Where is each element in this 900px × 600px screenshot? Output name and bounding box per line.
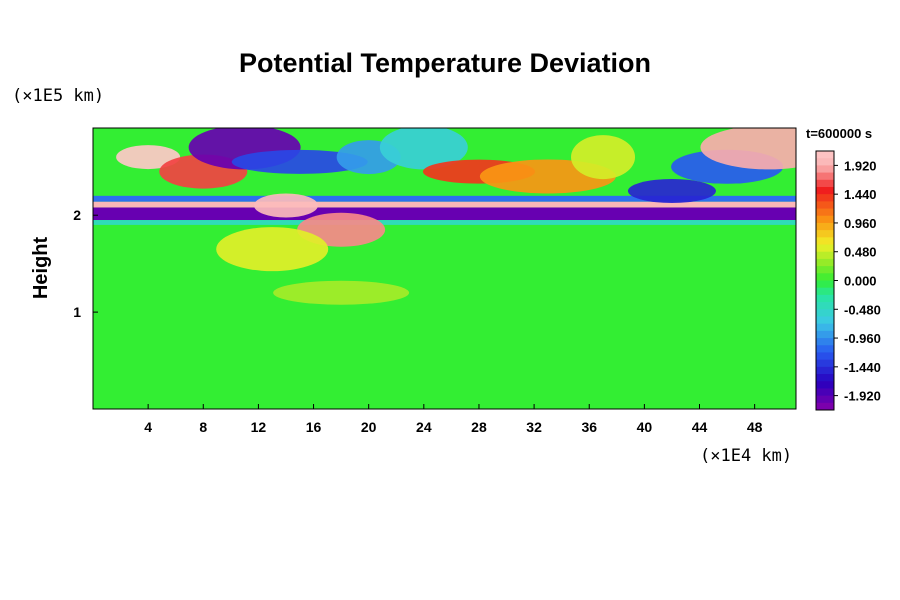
x-tick-label: 12	[251, 419, 267, 435]
y-tick-label: 2	[73, 207, 81, 223]
colorbar-block	[816, 345, 834, 353]
y-tick-label: 1	[73, 304, 81, 320]
colorbar-block	[816, 186, 834, 195]
heatmap-features	[116, 128, 796, 305]
x-tick-label: 24	[416, 419, 432, 435]
heatmap-feature	[273, 280, 410, 305]
band-blue	[93, 195, 796, 202]
colorbar-block	[816, 194, 834, 202]
colorbar-block	[816, 237, 834, 246]
band-cyan	[93, 220, 796, 225]
colorbar-block	[816, 316, 834, 325]
colorbar-block	[816, 402, 834, 411]
y-axis-unit: (×1E5 km)	[12, 86, 104, 106]
x-axis-ticks: 4 8 12 16 20 24 28 32 36 40 44 48	[144, 404, 763, 435]
x-tick-label: 36	[581, 419, 597, 435]
heatmap-feature	[571, 135, 636, 180]
colorbar-block	[816, 251, 834, 260]
heatmap-feature	[700, 128, 796, 170]
heatmap-feature	[379, 128, 468, 170]
colorbar-block	[816, 381, 834, 389]
colorbar-block	[816, 201, 834, 210]
colorbar-tick-label: 1.440	[844, 187, 877, 202]
plot-frame	[92, 127, 797, 410]
x-tick-label: 20	[361, 419, 377, 435]
colorbar-block	[816, 302, 834, 310]
colorbar-block	[816, 158, 834, 166]
x-tick-label: 44	[692, 419, 708, 435]
colorbar-tick-label: -1.440	[844, 360, 881, 375]
x-tick-label: 40	[637, 419, 653, 435]
heatmap-field	[93, 128, 796, 409]
colorbar-block	[816, 294, 834, 303]
x-tick-label: 4	[144, 419, 152, 435]
colorbar-block	[816, 266, 834, 274]
x-tick-label: 48	[747, 419, 763, 435]
colorbar-tick-label: -0.480	[844, 302, 881, 317]
colorbar-blocks	[816, 151, 834, 411]
x-tick-label: 28	[471, 419, 487, 435]
colorbar-block	[816, 273, 834, 281]
colorbar-block	[816, 330, 834, 339]
colorbar-block	[816, 352, 834, 361]
colorbar-block	[816, 165, 834, 174]
colorbar-block	[816, 258, 834, 267]
colorbar-block	[816, 366, 834, 375]
colorbar-block	[816, 374, 834, 382]
colorbar-block	[816, 244, 834, 253]
x-tick-label: 8	[199, 419, 207, 435]
colorbar-tick-label: 0.000	[844, 274, 877, 289]
time-label: t=600000 s	[806, 126, 872, 141]
colorbar-tick-label: -0.960	[844, 331, 881, 346]
colorbar-block	[816, 338, 834, 346]
heatmap-feature	[216, 227, 329, 272]
colorbar-block	[816, 222, 834, 231]
y-axis-ticks: 12	[73, 207, 98, 320]
colorbar-block	[816, 208, 834, 217]
colorbar-block	[816, 395, 834, 404]
x-tick-label: 32	[526, 419, 542, 435]
heatmap-feature	[627, 178, 716, 203]
colorbar-block	[816, 359, 834, 368]
colorbar-tick-label: 1.920	[844, 158, 877, 173]
chart-title: Potential Temperature Deviation	[239, 48, 651, 78]
y-axis-label: Height	[30, 237, 52, 300]
heatmap-feature	[116, 145, 181, 170]
colorbar-labels: 1.920 1.440 0.960 0.480 0.000 -0.480 -0.960 -1.…	[834, 158, 881, 404]
colorbar-block	[816, 179, 834, 188]
colorbar-block	[816, 172, 834, 181]
x-tick-label: 16	[306, 419, 322, 435]
colorbar-block	[816, 388, 834, 397]
colorbar-block	[816, 323, 834, 332]
colorbar-tick-label: -1.920	[844, 389, 881, 404]
colorbar-block	[816, 151, 834, 159]
heatmap-feature	[253, 193, 318, 218]
colorbar: 1.920 1.440 0.960 0.480 0.000 -0.480 -0.960 -1.…	[815, 150, 881, 411]
heatmap-feature	[231, 149, 368, 174]
band-pink	[93, 201, 796, 208]
colorbar-block	[816, 215, 834, 224]
band-low-purple	[93, 207, 796, 221]
colorbar-tick-label: 0.480	[844, 245, 877, 260]
colorbar-block	[816, 287, 834, 296]
colorbar-block	[816, 230, 834, 238]
colorbar-block	[816, 280, 834, 289]
x-axis-unit: (×1E4 km)	[700, 446, 792, 466]
colorbar-tick-label: 0.960	[844, 216, 877, 231]
colorbar-block	[816, 309, 834, 317]
